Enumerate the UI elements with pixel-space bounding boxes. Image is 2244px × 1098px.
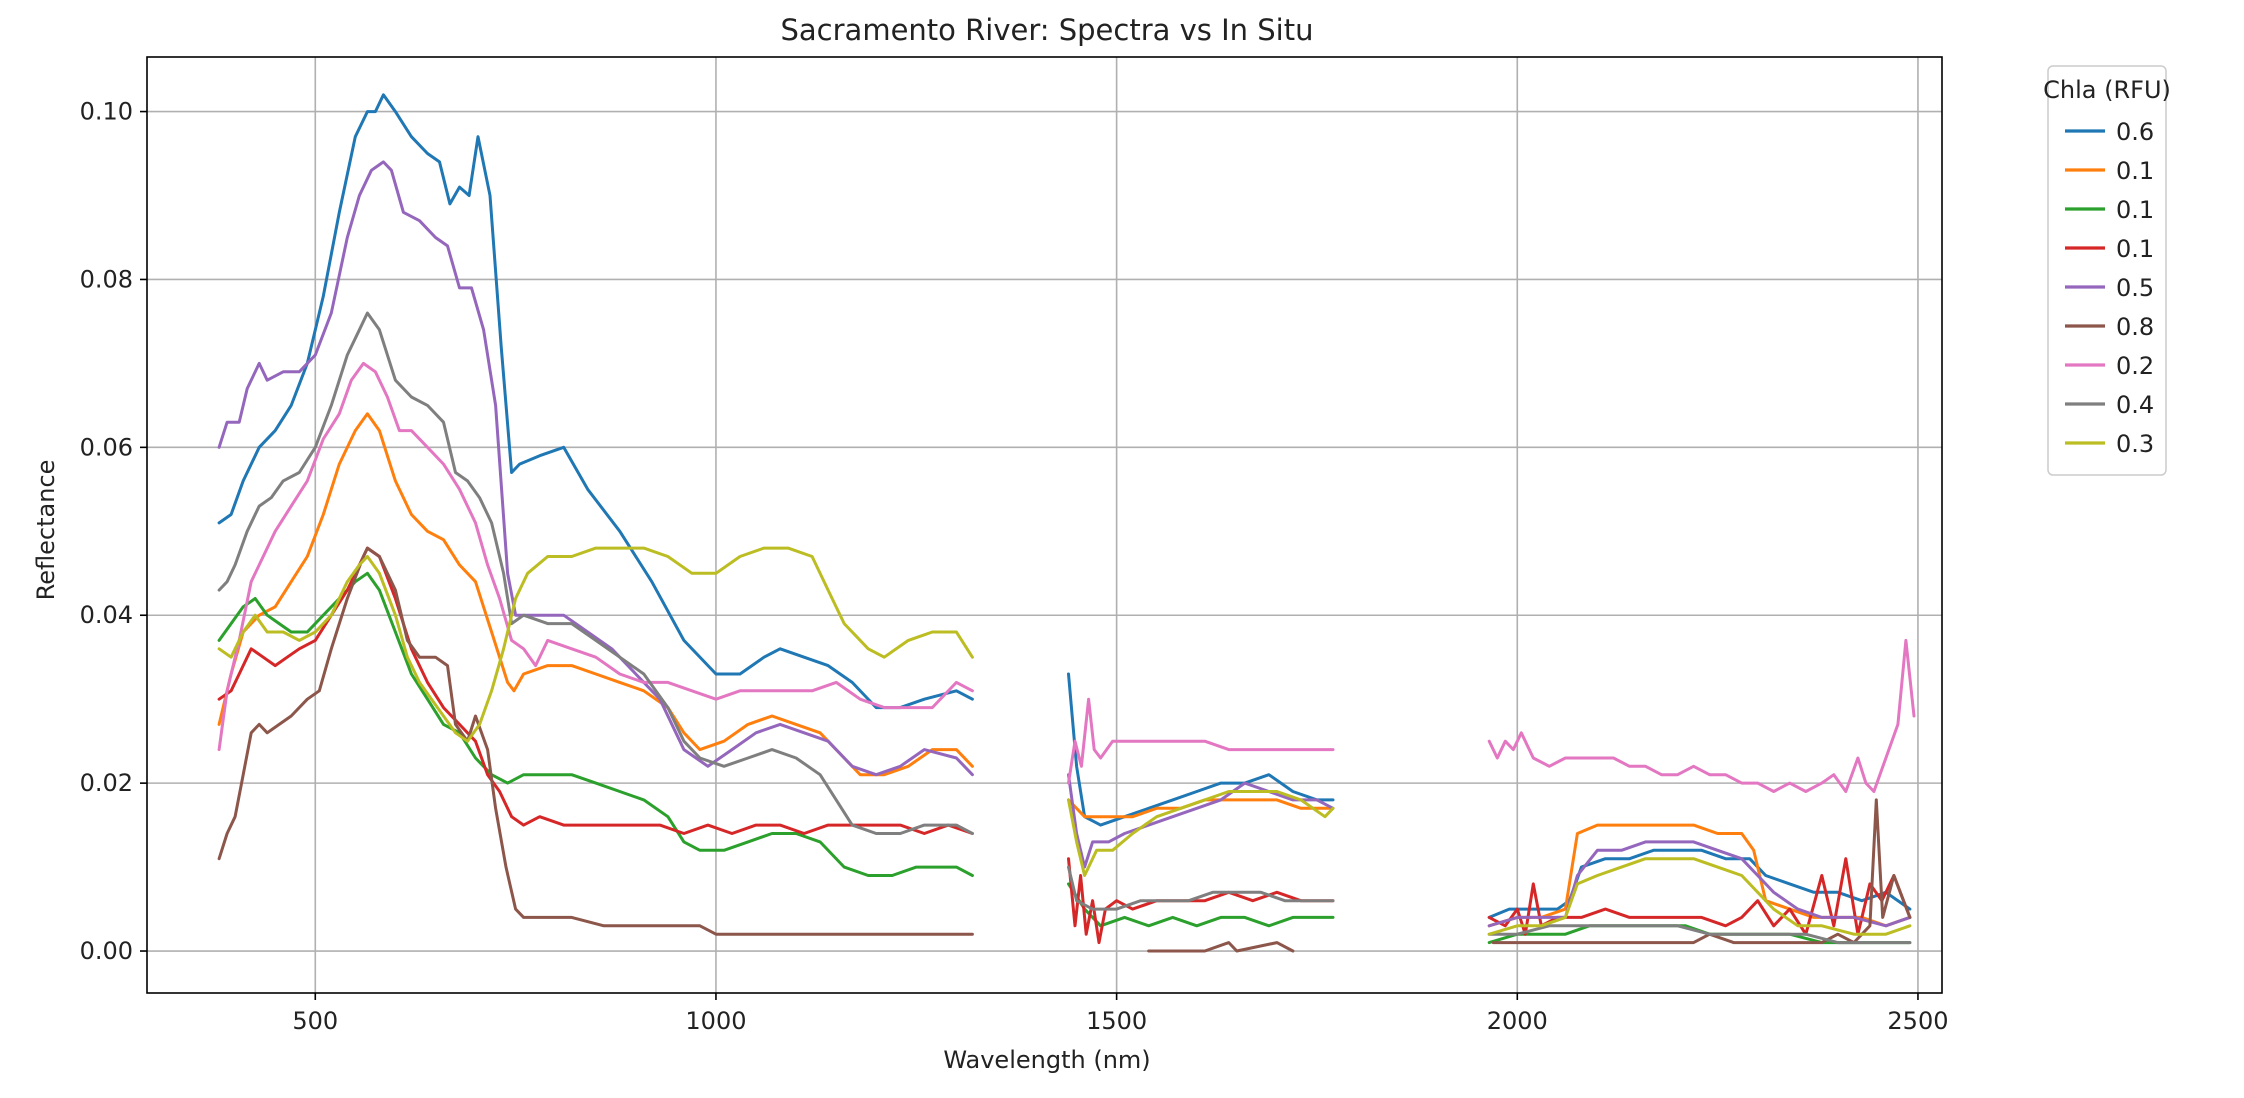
legend-box xyxy=(2047,65,2167,476)
series-line xyxy=(1067,882,1335,928)
y-axis-label: Reflectance xyxy=(32,460,60,601)
series-line xyxy=(1487,857,1912,936)
series-line xyxy=(1487,823,1912,928)
legend-item: 0.2 xyxy=(2065,352,2154,380)
series-line xyxy=(1067,790,1335,877)
series-line xyxy=(217,361,974,752)
series-6 xyxy=(217,546,1912,953)
series-line xyxy=(217,311,974,835)
series-line xyxy=(217,160,974,777)
series-line xyxy=(1147,941,1295,953)
series-line xyxy=(1487,848,1912,919)
series-3 xyxy=(217,571,1912,945)
chart-title: Sacramento River: Spectra vs In Situ xyxy=(781,13,1314,47)
x-tick-label: 1000 xyxy=(685,1007,746,1035)
legend-label: 0.2 xyxy=(2116,352,2154,380)
series-line xyxy=(1067,697,1335,785)
series-line xyxy=(217,546,974,936)
series-8 xyxy=(217,311,1912,945)
series-7 xyxy=(217,361,1916,793)
legend-label: 0.3 xyxy=(2116,430,2154,458)
legend-label: 0.5 xyxy=(2116,274,2154,302)
series-line xyxy=(217,412,974,777)
series-9 xyxy=(217,546,1912,936)
legend-item: 0.5 xyxy=(2065,274,2154,302)
x-tick-label: 500 xyxy=(292,1007,338,1035)
legend-item: 0.1 xyxy=(2065,157,2154,185)
y-tick-label: 0.08 xyxy=(80,265,133,293)
series-line xyxy=(1067,857,1335,945)
y-axis: 0.00 0.02 0.04 0.06 0.08 0.10 xyxy=(80,98,147,965)
series-line xyxy=(217,546,974,835)
legend-item: 0.6 xyxy=(2065,118,2154,146)
legend-item: 0.8 xyxy=(2065,313,2154,341)
x-axis-label: Wavelength (nm) xyxy=(943,1046,1150,1074)
x-tick-label: 2000 xyxy=(1487,1007,1548,1035)
series-line xyxy=(1487,857,1912,936)
y-tick-label: 0.02 xyxy=(80,769,133,797)
series-line xyxy=(217,546,974,743)
series-line xyxy=(217,93,974,710)
series-1 xyxy=(217,93,1912,919)
legend-label: 0.1 xyxy=(2116,235,2154,263)
y-tick-label: 0.04 xyxy=(80,601,133,629)
series-line xyxy=(1067,773,1335,869)
gridlines xyxy=(147,57,1942,993)
legend-item: 0.1 xyxy=(2065,196,2154,224)
x-axis: 500 1000 1500 2000 2500 xyxy=(292,993,1948,1035)
legend-label: 0.4 xyxy=(2116,391,2154,419)
series-line xyxy=(1487,924,1912,945)
legend-label: 0.1 xyxy=(2116,157,2154,185)
legend-label: 0.8 xyxy=(2116,313,2154,341)
y-tick-label: 0.10 xyxy=(80,98,133,126)
legend-item: 0.1 xyxy=(2065,235,2154,263)
y-tick-label: 0.06 xyxy=(80,433,133,461)
legend-item: 0.3 xyxy=(2065,430,2154,458)
plot-frame xyxy=(146,56,1943,994)
legend-label: 0.1 xyxy=(2116,196,2154,224)
series-line xyxy=(217,571,974,877)
x-tick-label: 2500 xyxy=(1887,1007,1948,1035)
legend-label: 0.6 xyxy=(2116,118,2154,146)
legend-title: Chla (RFU) xyxy=(2043,76,2171,104)
plot-lines xyxy=(217,93,1916,953)
series-4 xyxy=(217,546,1912,945)
series-5 xyxy=(217,160,1912,928)
series-line xyxy=(1487,638,1916,793)
legend: Chla (RFU) 0.6 0.1 0.1 0.1 0.5 0.8 0.2 0.4 0.3 xyxy=(2043,65,2171,476)
legend-item: 0.4 xyxy=(2065,391,2154,419)
series-line xyxy=(1067,865,1335,911)
series-line xyxy=(1491,798,1912,945)
y-tick-label: 0.00 xyxy=(80,937,133,965)
x-tick-label: 1500 xyxy=(1086,1007,1147,1035)
